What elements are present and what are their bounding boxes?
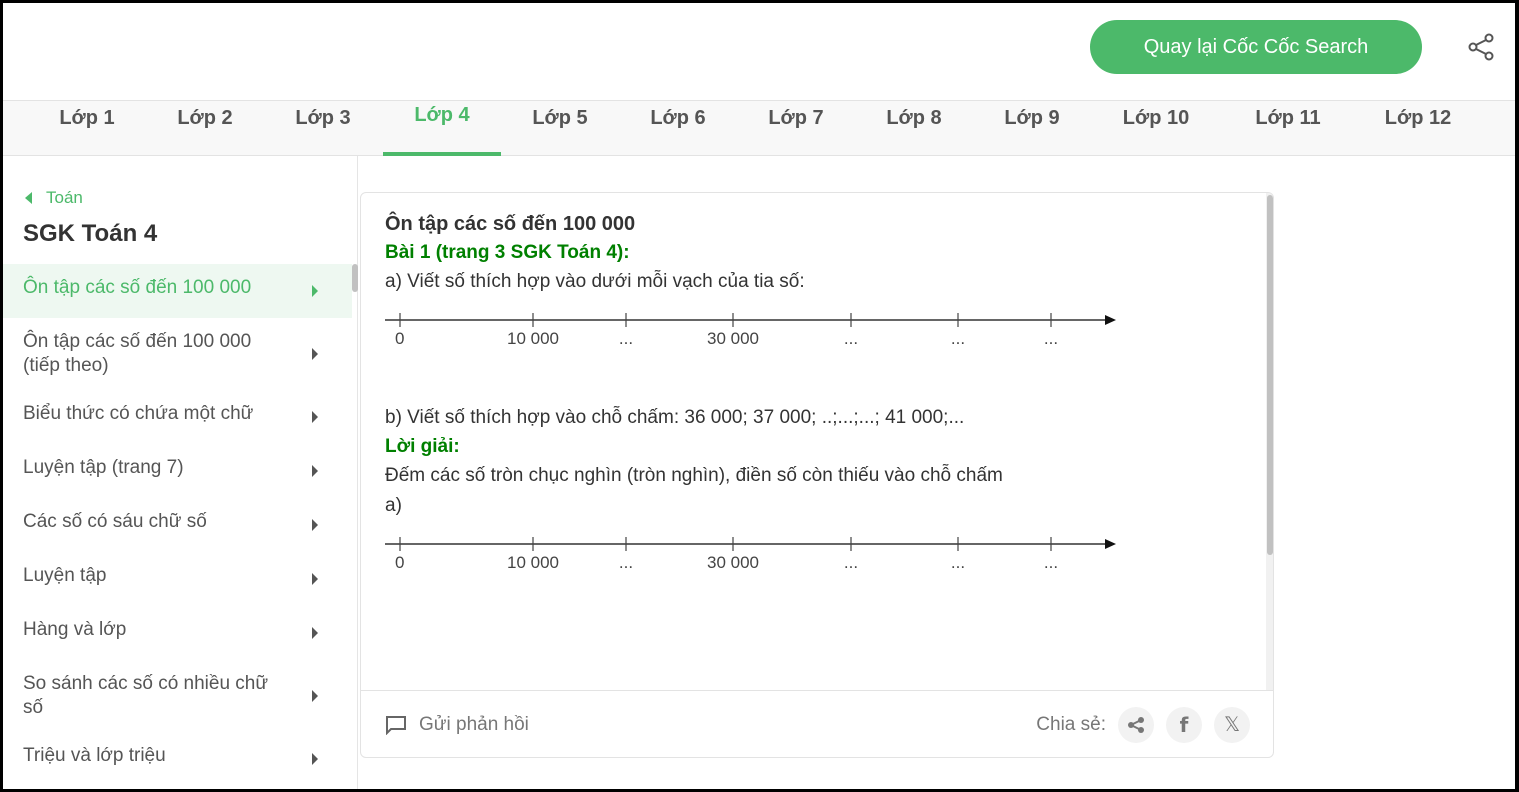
question-a: a) Viết số thích hợp vào dưới mỗi vạch c… [385, 271, 805, 292]
sidebar: Toán SGK Toán 4 Ôn tập các số đến 100 00… [3, 156, 358, 792]
sidebar-item[interactable]: Hàng và lớp [3, 606, 352, 660]
header: Quay lại Cốc Cốc Search [0, 0, 1519, 100]
sidebar-item[interactable]: Các số có sáu chữ số [3, 498, 352, 552]
tab-lop-7[interactable]: Lớp 7 [768, 107, 824, 129]
share-icon[interactable] [1118, 706, 1154, 743]
arrowhead-icon [1105, 539, 1116, 549]
number-line-label: ... [619, 329, 633, 348]
sidebar-item-label: Luyện tập (trang 7) [23, 457, 184, 478]
sidebar-item[interactable]: Triệu và lớp triệu [3, 732, 352, 786]
sidebar-item-label: So sánh các số có nhiều chữ số [23, 673, 269, 718]
feedback-label: Gửi phản hồi [419, 713, 529, 735]
lesson-menu: Ôn tập các số đến 100 000 Ôn tập các số đ… [3, 264, 352, 786]
caret-right-icon [312, 627, 318, 639]
sidebar-item[interactable]: Ôn tập các số đến 100 000 [3, 264, 352, 318]
caret-right-icon [312, 348, 318, 360]
solution-heading: Lời giải: [385, 436, 460, 457]
facebook-icon[interactable]: f [1166, 706, 1202, 743]
solution-a: a) [385, 495, 402, 516]
sidebar-item[interactable]: Luyện tập [3, 552, 352, 606]
back-to-search-button[interactable]: Quay lại Cốc Cốc Search [1090, 20, 1422, 74]
number-line-figure: 0 10 000... 30 000......... [385, 537, 1116, 572]
tab-lop-8[interactable]: Lớp 8 [886, 107, 942, 129]
caret-right-icon [312, 573, 318, 585]
caret-right-icon [312, 690, 318, 702]
sidebar-item-label: Ôn tập các số đến 100 000 (tiếp theo) [23, 331, 252, 376]
tab-lop-3[interactable]: Lớp 3 [295, 107, 351, 129]
number-line-label: ... [619, 553, 633, 572]
caret-right-icon [312, 519, 318, 531]
number-line-label: ... [951, 553, 965, 572]
number-line-label: 30 000 [707, 329, 759, 348]
number-line-figure: 0 10 000... 30 000......... [385, 313, 1116, 348]
number-line-label: 10 000 [507, 553, 559, 572]
sidebar-scrollbar[interactable] [352, 264, 358, 292]
caret-right-icon [312, 285, 318, 297]
number-line-label: 0 [395, 553, 404, 572]
comment-icon [386, 715, 406, 735]
share-label: Chia sẻ: [1036, 713, 1106, 735]
caret-left-icon [25, 192, 32, 204]
sidebar-item-label: Luyện tập [23, 565, 107, 586]
content-scrollbar-thumb[interactable] [1267, 195, 1273, 555]
tab-lop-10[interactable]: Lớp 10 [1122, 107, 1190, 129]
back-to-subject-link[interactable]: Toán [25, 188, 83, 208]
sidebar-item-label: Hàng và lớp [23, 619, 127, 640]
question-b: b) Viết số thích hợp vào chỗ chấm: 36 00… [385, 407, 965, 428]
x-twitter-icon[interactable]: 𝕏 [1214, 706, 1250, 743]
sidebar-item-label: Các số có sáu chữ số [23, 511, 207, 532]
sidebar-item-label: Triệu và lớp triệu [23, 745, 166, 766]
caret-right-icon [312, 753, 318, 765]
grade-tabs: Lớp 1 Lớp 2 Lớp 3 Lớp 4 Lớp 5 Lớp 6 Lớp 7 Lớp 8… [3, 100, 1515, 156]
number-line-label: 30 000 [707, 553, 759, 572]
exercise-heading: Bài 1 (trang 3 SGK Toán 4): [385, 242, 630, 263]
feedback-button[interactable]: Gửi phản hồi [385, 714, 529, 736]
number-line-label: ... [1044, 553, 1058, 572]
number-line-label: ... [844, 329, 858, 348]
card-footer: Gửi phản hồi Chia sẻ: f 𝕏 [361, 690, 1273, 757]
number-line-label: ... [1044, 329, 1058, 348]
sidebar-item-label: Biểu thức có chứa một chữ [23, 403, 254, 424]
share-bar: Chia sẻ: f 𝕏 [1036, 706, 1250, 743]
caret-right-icon [312, 411, 318, 423]
sidebar-item[interactable]: So sánh các số có nhiều chữ số [3, 660, 352, 732]
number-line-label: ... [844, 553, 858, 572]
sidebar-item[interactable]: Biểu thức có chứa một chữ [3, 390, 352, 444]
tab-lop-12[interactable]: Lớp 12 [1384, 107, 1452, 129]
book-title: SGK Toán 4 [23, 220, 158, 247]
subject-label: Toán [46, 188, 83, 207]
solution-explanation: Đếm các số tròn chục nghìn (tròn nghìn),… [385, 465, 1003, 486]
number-line-label: ... [951, 329, 965, 348]
tab-lop-4[interactable]: Lớp 4 [383, 101, 501, 156]
arrowhead-icon [1105, 315, 1116, 325]
lesson-content: Ôn tập các số đến 100 000 Bài 1 (trang 3… [361, 193, 1266, 690]
tab-lop-9[interactable]: Lớp 9 [1004, 107, 1060, 129]
tab-lop-5[interactable]: Lớp 5 [532, 107, 588, 129]
number-line-label: 0 [395, 329, 404, 348]
tab-lop-11[interactable]: Lớp 11 [1255, 107, 1321, 129]
share-icon[interactable] [1466, 32, 1496, 62]
tab-lop-1[interactable]: Lớp 1 [59, 107, 115, 129]
tab-lop-6[interactable]: Lớp 6 [650, 107, 706, 129]
sidebar-item[interactable]: Luyện tập (trang 7) [3, 444, 352, 498]
number-line-label: 10 000 [507, 329, 559, 348]
lesson-title: Ôn tập các số đến 100 000 [385, 213, 636, 235]
sidebar-item[interactable]: Ôn tập các số đến 100 000 (tiếp theo) [3, 318, 352, 390]
sidebar-item-label: Ôn tập các số đến 100 000 [23, 277, 252, 298]
caret-right-icon [312, 465, 318, 477]
tab-lop-2[interactable]: Lớp 2 [177, 107, 233, 129]
lesson-card: Ôn tập các số đến 100 000 Bài 1 (trang 3… [360, 192, 1274, 758]
